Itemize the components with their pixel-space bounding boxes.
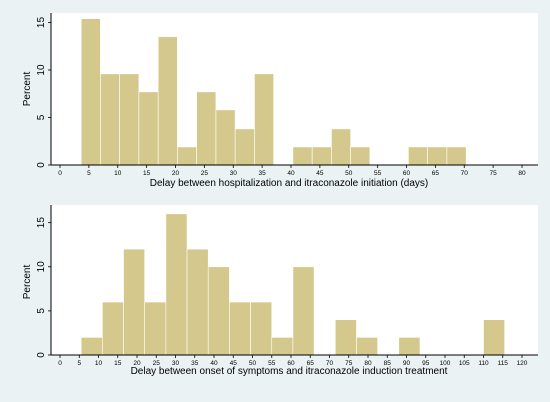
x-tick-label-symptoms-55: 55 bbox=[268, 360, 276, 367]
y-tick-label-symptoms-5: 5 bbox=[36, 308, 47, 314]
bar-symptoms-0 bbox=[80, 337, 103, 356]
histogram-panel-symptoms: 0 5 10 15 20 25 30 35 40 45 50 55 60 65 70 75 80 85 90 95 10… bbox=[22, 205, 538, 377]
x-tick-label-symptoms-85: 85 bbox=[384, 360, 392, 367]
bar-hospitalization-2 bbox=[119, 73, 140, 166]
bar-symptoms-5 bbox=[186, 248, 209, 356]
bar-hospitalization-4 bbox=[157, 36, 178, 166]
x-tick-label-symptoms-35: 35 bbox=[191, 360, 199, 367]
y-axis-title-symptoms: Percent bbox=[22, 265, 33, 300]
bar-hospitalization-11 bbox=[311, 146, 332, 166]
x-tick-label-hospitalization-0: 0 bbox=[58, 170, 62, 177]
axes-hospitalization: 0 5 10 15 20 25 30 35 40 45 50 55 60 65 70 75 80 0 5 10 15 bbox=[36, 13, 538, 177]
x-tick-label-hospitalization-25: 25 bbox=[201, 170, 209, 177]
y-tick-label-symptoms-0: 0 bbox=[36, 352, 47, 358]
bar-symptoms-6 bbox=[207, 266, 230, 356]
bar-symptoms-12 bbox=[356, 337, 378, 356]
bars-hospitalization bbox=[80, 18, 467, 166]
bar-hospitalization-0 bbox=[80, 18, 101, 166]
x-tick-label-symptoms-15: 15 bbox=[114, 360, 122, 367]
x-axis-title-symptoms: Delay between onset of symptoms and itra… bbox=[131, 366, 448, 377]
bar-hospitalization-8 bbox=[234, 128, 255, 166]
bar-hospitalization-14 bbox=[408, 146, 428, 166]
x-tick-label-hospitalization-80: 80 bbox=[518, 170, 526, 177]
bar-symptoms-2 bbox=[123, 248, 146, 356]
x-tick-label-symptoms-115: 115 bbox=[498, 360, 509, 367]
x-tick-label-hospitalization-10: 10 bbox=[114, 170, 122, 177]
y-tick-label-hospitalization-10: 10 bbox=[36, 64, 47, 76]
x-tick-label-symptoms-105: 105 bbox=[459, 360, 470, 367]
x-tick-label-hospitalization-20: 20 bbox=[172, 170, 180, 177]
x-tick-label-symptoms-65: 65 bbox=[307, 360, 315, 367]
x-tick-label-symptoms-75: 75 bbox=[345, 360, 353, 367]
x-tick-label-symptoms-20: 20 bbox=[133, 360, 141, 367]
x-tick-label-hospitalization-45: 45 bbox=[316, 170, 324, 177]
x-tick-label-symptoms-10: 10 bbox=[95, 360, 103, 367]
x-tick-label-hospitalization-60: 60 bbox=[403, 170, 411, 177]
bar-symptoms-10 bbox=[292, 266, 315, 356]
bar-symptoms-1 bbox=[102, 301, 124, 356]
x-tick-label-hospitalization-70: 70 bbox=[461, 170, 469, 177]
y-tick-label-symptoms-15: 15 bbox=[36, 217, 47, 229]
x-tick-label-hospitalization-75: 75 bbox=[490, 170, 498, 177]
bar-hospitalization-13 bbox=[350, 146, 371, 166]
y-tick-label-hospitalization-15: 15 bbox=[36, 17, 47, 29]
bar-hospitalization-12 bbox=[331, 128, 351, 166]
x-tick-label-symptoms-25: 25 bbox=[153, 360, 161, 367]
x-tick-label-symptoms-120: 120 bbox=[517, 360, 528, 367]
bar-hospitalization-10 bbox=[292, 146, 313, 166]
y-tick-label-hospitalization-0: 0 bbox=[36, 162, 47, 168]
x-tick-label-symptoms-40: 40 bbox=[210, 360, 218, 367]
bar-symptoms-14 bbox=[483, 319, 505, 356]
x-tick-label-symptoms-100: 100 bbox=[440, 360, 451, 367]
x-tick-label-hospitalization-40: 40 bbox=[287, 170, 295, 177]
x-tick-label-hospitalization-50: 50 bbox=[345, 170, 353, 177]
x-tick-label-hospitalization-65: 65 bbox=[432, 170, 440, 177]
x-tick-label-symptoms-70: 70 bbox=[326, 360, 334, 367]
x-tick-label-symptoms-80: 80 bbox=[364, 360, 372, 367]
histogram-panel-hospitalization: 0 5 10 15 20 25 30 35 40 45 50 55 60 65 70 75 80 0 5 10 15 P… bbox=[22, 13, 538, 189]
bar-symptoms-9 bbox=[271, 337, 294, 356]
bar-symptoms-3 bbox=[144, 301, 167, 356]
bar-hospitalization-3 bbox=[138, 91, 159, 166]
bar-symptoms-7 bbox=[229, 301, 251, 356]
bar-hospitalization-6 bbox=[196, 91, 217, 166]
x-tick-label-symptoms-110: 110 bbox=[478, 360, 489, 367]
x-tick-label-symptoms-90: 90 bbox=[403, 360, 411, 367]
x-tick-label-hospitalization-5: 5 bbox=[87, 170, 91, 177]
x-tick-label-symptoms-95: 95 bbox=[422, 360, 430, 367]
y-tick-label-hospitalization-5: 5 bbox=[36, 114, 47, 120]
bar-symptoms-11 bbox=[334, 319, 357, 356]
x-tick-label-hospitalization-55: 55 bbox=[374, 170, 382, 177]
bar-symptoms-13 bbox=[398, 337, 421, 356]
bar-hospitalization-5 bbox=[177, 146, 197, 166]
bars-symptoms bbox=[80, 213, 505, 356]
bar-symptoms-4 bbox=[165, 213, 188, 356]
y-axis-title-hospitalization: Percent bbox=[22, 72, 33, 107]
x-tick-label-hospitalization-30: 30 bbox=[230, 170, 238, 177]
bar-hospitalization-16 bbox=[446, 146, 467, 166]
bar-symptoms-8 bbox=[250, 301, 273, 356]
x-tick-label-symptoms-0: 0 bbox=[58, 360, 62, 367]
x-tick-label-symptoms-45: 45 bbox=[230, 360, 238, 367]
x-axis-title-hospitalization: Delay between hospitalization and itraco… bbox=[150, 178, 429, 189]
bar-hospitalization-1 bbox=[100, 73, 120, 166]
x-tick-label-symptoms-30: 30 bbox=[172, 360, 180, 367]
x-tick-label-hospitalization-35: 35 bbox=[259, 170, 267, 177]
x-tick-label-symptoms-5: 5 bbox=[77, 360, 81, 367]
bar-hospitalization-9 bbox=[254, 73, 274, 166]
bar-hospitalization-15 bbox=[427, 146, 448, 166]
axes-symptoms: 0 5 10 15 20 25 30 35 40 45 50 55 60 65 70 75 80 85 90 95 10… bbox=[36, 205, 538, 367]
x-tick-label-symptoms-60: 60 bbox=[287, 360, 295, 367]
x-tick-label-hospitalization-15: 15 bbox=[143, 170, 151, 177]
y-tick-label-symptoms-10: 10 bbox=[36, 261, 47, 273]
bar-hospitalization-7 bbox=[215, 109, 236, 166]
x-tick-label-symptoms-50: 50 bbox=[249, 360, 257, 367]
